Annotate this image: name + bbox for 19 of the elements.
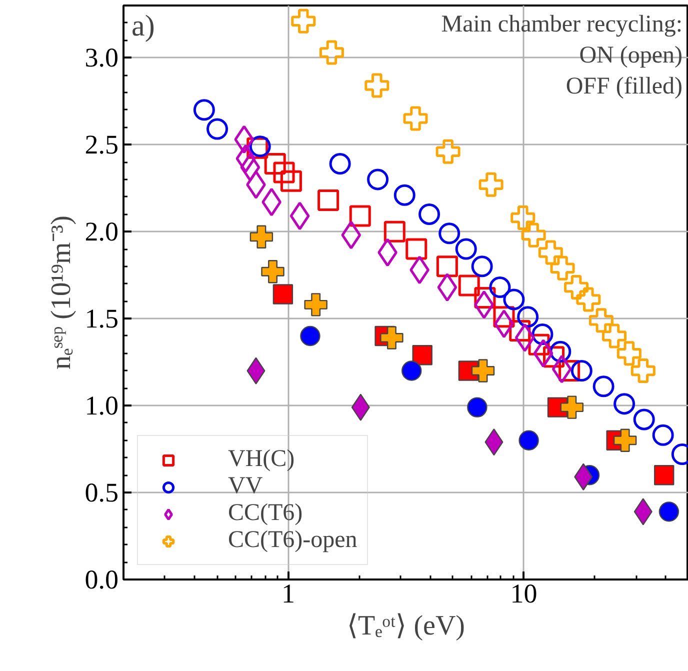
legend-label: VV [228,473,263,500]
legend-label: CC(T6) [228,500,303,527]
annotation: Main chamber recycling: [441,12,683,38]
legend-label: CC(T6)-open [228,527,358,554]
x-axis-title: ⟨Tₑᵒᵗ⟩ (eV) [347,610,466,642]
x-tick-label: 1 [281,578,295,608]
x-tick-label: 10 [510,578,538,608]
y-axis-title: nₑˢᵉᵖ (10¹⁹m⁻³) [46,215,77,370]
y-tick-label: 2.5 [84,130,118,160]
annotation: ON (open) [579,42,683,68]
annotation: OFF (filled) [566,74,683,100]
y-tick-label: 3.0 [84,42,118,73]
y-tick-label: 0.5 [84,478,118,508]
y-tick-label: 0.0 [84,564,118,594]
y-tick-label: 1.5 [84,304,118,334]
y-tick-label: 1.0 [84,390,118,421]
legend-label: VH(C) [228,446,295,473]
y-tick-label: 2.0 [84,216,118,247]
annotation: a) [132,10,155,42]
